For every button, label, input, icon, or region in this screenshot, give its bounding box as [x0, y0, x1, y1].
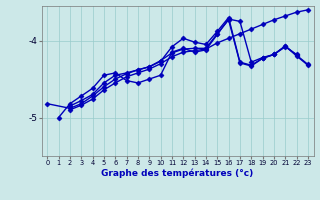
X-axis label: Graphe des températures (°c): Graphe des températures (°c) — [101, 169, 254, 178]
